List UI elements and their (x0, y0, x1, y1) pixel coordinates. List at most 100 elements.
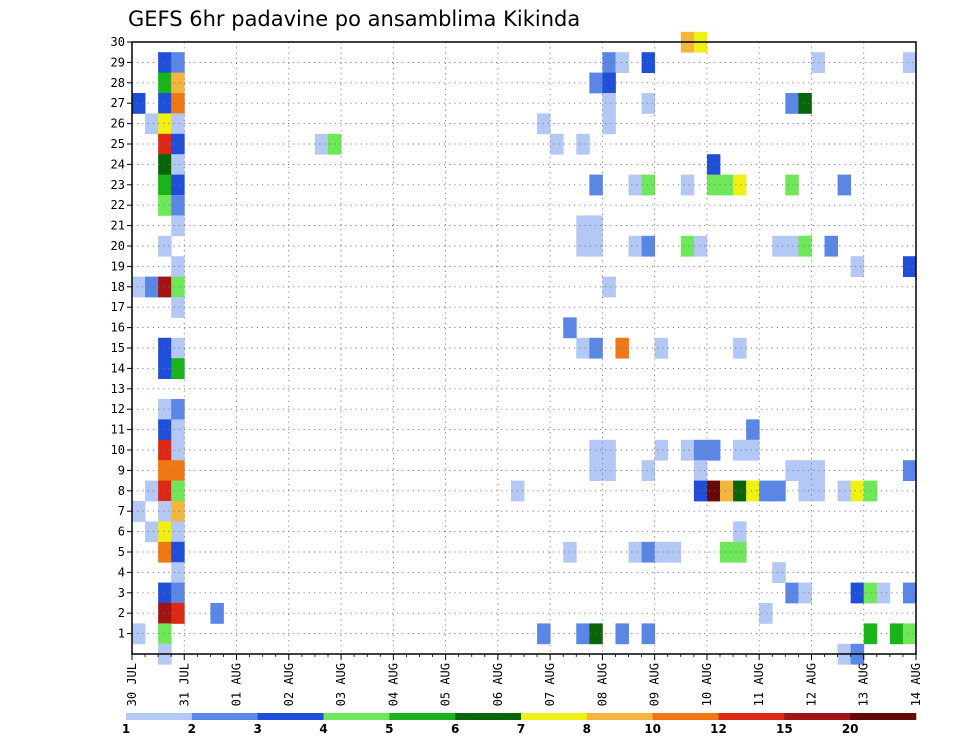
heatmap-cell (746, 480, 760, 502)
colorbar-label: 2 (188, 722, 196, 736)
heatmap-cell (798, 235, 812, 257)
heatmap-cell (158, 603, 172, 624)
heatmap-cell (798, 93, 812, 114)
heatmap-cell (171, 582, 185, 604)
x-tick-label: 08 AUG (595, 663, 609, 706)
heatmap-cell (171, 276, 185, 298)
heatmap-cell (850, 582, 865, 604)
heatmap-cell (628, 235, 642, 257)
heatmap-cell (720, 174, 734, 196)
heatmap-cell (589, 439, 603, 461)
heatmap-cell (876, 582, 891, 604)
heatmap-cell (171, 93, 185, 114)
heatmap-cell (733, 480, 747, 502)
heatmap-cell (902, 460, 917, 481)
heatmap-cell (171, 113, 185, 135)
heatmap-cell (589, 72, 603, 94)
x-tick-label: 14 AUG (909, 663, 923, 706)
x-tick-label: 31 JUL (177, 663, 191, 706)
heatmap-cell (902, 256, 917, 277)
x-tick-label: 12 AUG (804, 663, 818, 706)
heatmap-cell (589, 235, 603, 257)
heatmap-cell (733, 337, 747, 359)
x-tick-label: 03 AUG (334, 663, 348, 706)
heatmap-cell (132, 501, 146, 522)
heatmap-cell (171, 297, 185, 318)
x-tick-label: 10 AUG (700, 663, 714, 706)
colorbar-segment (586, 713, 653, 720)
x-tick-label: 05 AUG (439, 663, 453, 706)
heatmap-cell (132, 623, 146, 645)
heatmap-cell (158, 439, 172, 461)
heatmap-cell (158, 72, 172, 94)
heatmap-cell (654, 439, 669, 461)
heatmap-cell (158, 480, 172, 502)
x-tick-label: 09 AUG (648, 663, 662, 706)
heatmap-cell (641, 93, 656, 114)
heatmap-cell (654, 337, 669, 359)
x-tick-label: 30 JUL (125, 663, 139, 706)
heatmap-cell (171, 215, 185, 237)
heatmap-cell (576, 623, 590, 645)
heatmap-cell (641, 541, 656, 563)
heatmap-cell (733, 174, 747, 196)
x-tick-label: 06 AUG (491, 663, 505, 706)
heatmap-cell (171, 480, 185, 502)
heatmap-cell (145, 276, 159, 298)
colorbar-segment (850, 713, 917, 720)
heatmap-cell (158, 52, 172, 73)
heatmap-cell (145, 113, 159, 135)
heatmap-cell (158, 276, 172, 298)
heatmap-cell (706, 439, 721, 461)
y-tick-label: 14 (111, 361, 125, 375)
heatmap-cell (314, 133, 329, 155)
y-tick-label: 10 (111, 443, 125, 457)
colorbar-label: 5 (385, 722, 393, 736)
x-tick-label: 07 AUG (543, 663, 557, 706)
heatmap-cell (850, 256, 865, 277)
heatmap-cell (837, 174, 852, 196)
heatmap-cell (171, 521, 185, 543)
heatmap-cell (158, 541, 172, 563)
heatmap-cell (680, 174, 695, 196)
y-tick-label: 7 (118, 504, 125, 518)
heatmap-cell (824, 235, 838, 257)
y-tick-label: 20 (111, 239, 125, 253)
heatmap-cell (589, 174, 603, 196)
heatmap-cell (785, 93, 799, 114)
colorbar-label: 6 (451, 722, 459, 736)
heatmap-cell (680, 235, 695, 257)
colorbar: 1 2 3 4 5 6 7 8 10 12 15 20 (122, 713, 917, 736)
y-tick-label: 27 (111, 96, 125, 110)
y-tick-label: 11 (111, 423, 125, 437)
y-tick-label: 17 (111, 300, 125, 314)
heatmap-cell (576, 235, 590, 257)
heatmap-cell (132, 93, 146, 114)
heatmap-cell (785, 174, 799, 196)
heatmap-cell (602, 460, 616, 481)
heatmap-cell (171, 439, 185, 461)
heatmap-cell (171, 358, 185, 379)
heatmap-cell (158, 501, 172, 522)
heatmap-cell (576, 133, 590, 155)
heatmap-cell (158, 358, 172, 379)
heatmap-cell (746, 439, 760, 461)
heatmap-cell (589, 337, 603, 359)
heatmap-cell (158, 337, 172, 359)
heatmap-cell (158, 623, 172, 645)
heatmap-cell (654, 541, 669, 563)
heatmap-cell (171, 460, 185, 481)
heatmap-cell (158, 93, 172, 114)
heatmap-cell (733, 541, 747, 563)
heatmap-cell (798, 460, 812, 481)
y-tick-label: 18 (111, 280, 125, 294)
heatmap-cell (158, 113, 172, 135)
heatmap-cell (171, 603, 185, 624)
y-tick-label: 8 (118, 484, 125, 498)
colorbar-segment (718, 713, 785, 720)
heatmap-cell (811, 52, 825, 73)
y-tick-label: 26 (111, 117, 125, 131)
heatmap-cell (615, 52, 629, 73)
heatmap-cell (641, 460, 656, 481)
x-tick-label: 01 AUG (230, 663, 244, 706)
